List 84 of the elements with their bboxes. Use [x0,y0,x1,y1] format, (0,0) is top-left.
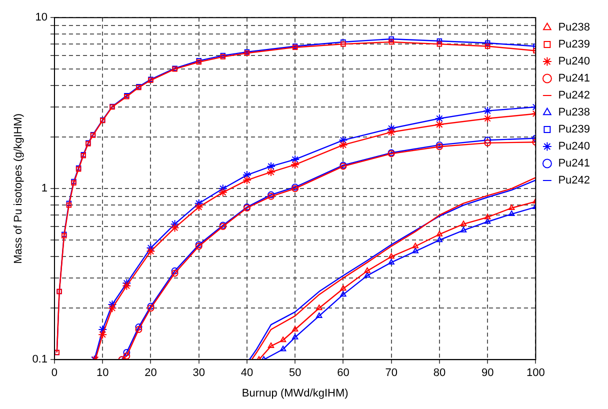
point [484,44,490,49]
x-tick-label: 20 [144,367,157,380]
point [242,170,252,180]
point [266,162,276,171]
legend-label: Pu242 [558,90,590,102]
x-tick-label: 80 [433,367,446,380]
legend-label: Pu241 [558,158,590,170]
point [388,253,394,259]
y-tick-label: 10 [35,12,48,24]
point [280,346,286,352]
point [436,41,442,47]
point [484,214,491,220]
point [388,39,394,45]
point [316,304,322,310]
point [364,272,370,278]
point [508,204,515,210]
point [484,218,491,224]
point [388,258,394,264]
point [460,220,467,226]
y-tick-label: 0.1 [32,354,48,366]
x-tick-label: 60 [337,367,350,380]
x-tick-label: 10 [96,367,109,380]
point [122,281,132,290]
point [108,304,117,313]
point [266,168,276,177]
point [388,36,394,42]
point [292,326,298,332]
point [123,352,130,360]
point [340,291,346,297]
point [280,336,286,342]
x-tick-label: 100 [526,367,545,380]
legend-label: Pu241 [558,72,590,85]
point [434,120,444,130]
point [218,188,228,197]
x-tick-label: 90 [481,367,494,380]
point [338,140,348,150]
point [484,139,492,146]
point [290,154,300,164]
point [98,324,108,334]
point [364,267,370,273]
point [460,226,467,232]
point [434,114,444,123]
x-axis-title: Burnup (MWd/kgIHM) [242,387,348,400]
legend-label: Pu239 [558,38,590,51]
point [170,223,180,232]
legend-label: Pu240 [558,56,590,68]
point [292,334,298,340]
y-tick-label: 1 [41,182,48,195]
point [135,324,142,331]
point [436,230,443,236]
x-tick-label: 70 [385,367,398,380]
legend-label: Pu238 [558,106,590,119]
point [484,136,492,144]
point [412,242,418,248]
x-tick-label: 40 [240,367,254,380]
x-tick-label: 0 [51,367,58,380]
point [508,210,515,216]
x-tick-label: 50 [288,367,302,380]
point [316,312,322,318]
point [436,38,442,44]
point [290,160,300,170]
point [484,40,490,46]
point [171,270,178,277]
point [386,128,396,137]
legend-label: Pu240 [558,140,590,153]
point [242,176,252,185]
point [194,202,204,212]
x-tick-label: 30 [192,367,205,380]
point [483,114,492,123]
legend-label: Pu239 [558,124,590,136]
point [268,342,274,348]
y-axis-title: Mass of Pu isotopes (g/kgIHM) [12,113,25,264]
legend-label: Pu238 [558,22,590,34]
point [436,236,443,242]
point [146,246,156,256]
point [412,248,418,254]
point [122,278,132,288]
point [171,267,178,274]
legend-label: Pu242 [558,174,590,187]
point [340,285,346,291]
point [98,330,108,340]
point [483,106,492,116]
point [123,349,130,356]
point [338,136,348,145]
